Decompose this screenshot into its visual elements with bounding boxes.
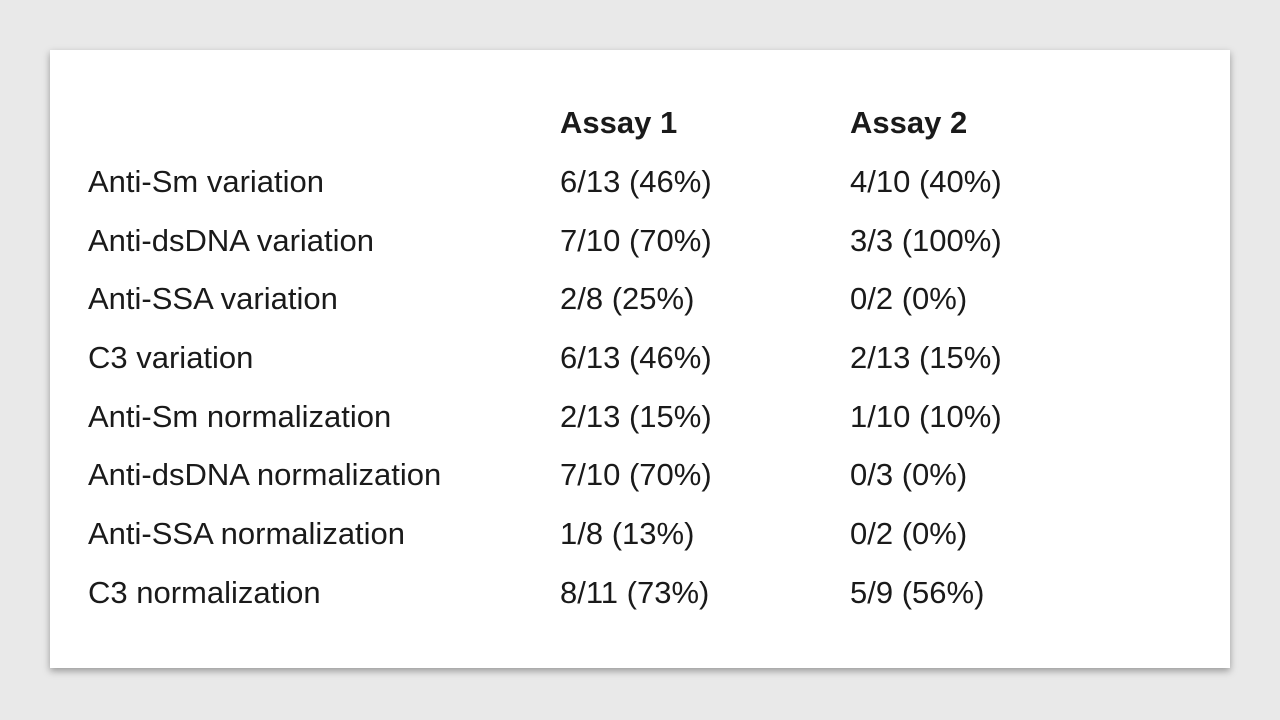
row-label: Anti-Sm normalization [88, 398, 392, 434]
assay-results-table: Assay 1 Assay 2 Anti-Sm variation 6/13 (… [88, 94, 1210, 622]
table-row: Anti-dsDNA normalization 7/10 (70%) 0/3 … [88, 446, 1210, 505]
assay-2-value: 3/3 (100%) [850, 222, 1002, 258]
assay-1-value: 7/10 (70%) [560, 457, 712, 493]
assay-2-value: 0/2 (0%) [850, 281, 968, 317]
table-row: Anti-dsDNA variation 7/10 (70%) 3/3 (100… [88, 211, 1210, 270]
row-label: Anti-dsDNA variation [88, 222, 375, 258]
table-row: Anti-Sm variation 6/13 (46%) 4/10 (40%) [88, 153, 1210, 212]
header-empty [88, 94, 560, 153]
assay-1-value: 6/13 (46%) [560, 164, 712, 200]
table-row: Anti-SSA normalization 1/8 (13%) 0/2 (0%… [88, 505, 1210, 564]
table-row: C3 normalization 8/11 (73%) 5/9 (56%) [88, 564, 1210, 623]
row-label: Anti-SSA variation [88, 281, 338, 317]
table-row: Anti-Sm normalization 2/13 (15%) 1/10 (1… [88, 387, 1210, 446]
row-label: Anti-dsDNA normalization [88, 457, 442, 493]
assay-1-value: 8/11 (73%) [560, 574, 710, 610]
assay-1-value: 2/8 (25%) [560, 281, 695, 317]
assay-2-value: 0/2 (0%) [850, 516, 968, 552]
assay-2-value: 2/13 (15%) [850, 340, 1002, 376]
assay-1-value: 7/10 (70%) [560, 222, 712, 258]
table-row: C3 variation 6/13 (46%) 2/13 (15%) [88, 329, 1210, 388]
slide-card: Assay 1 Assay 2 Anti-Sm variation 6/13 (… [50, 50, 1230, 668]
assay-2-value: 4/10 (40%) [850, 164, 1002, 200]
assay-2-value: 1/10 (10%) [850, 398, 1002, 434]
assay-1-value: 6/13 (46%) [560, 340, 712, 376]
row-label: Anti-SSA normalization [88, 516, 406, 552]
assay-2-value: 5/9 (56%) [850, 574, 985, 610]
assay-1-value: 1/8 (13%) [560, 516, 695, 552]
assay-2-value: 0/3 (0%) [850, 457, 968, 493]
assay-1-value: 2/13 (15%) [560, 398, 712, 434]
row-label: C3 normalization [88, 574, 321, 610]
row-label: Anti-Sm variation [88, 164, 325, 200]
header-assay-2: Assay 2 [850, 105, 968, 141]
table-row: Anti-SSA variation 2/8 (25%) 0/2 (0%) [88, 270, 1210, 329]
header-assay-1: Assay 1 [560, 105, 678, 141]
row-label: C3 variation [88, 340, 254, 376]
table-header-row: Assay 1 Assay 2 [88, 94, 1210, 153]
